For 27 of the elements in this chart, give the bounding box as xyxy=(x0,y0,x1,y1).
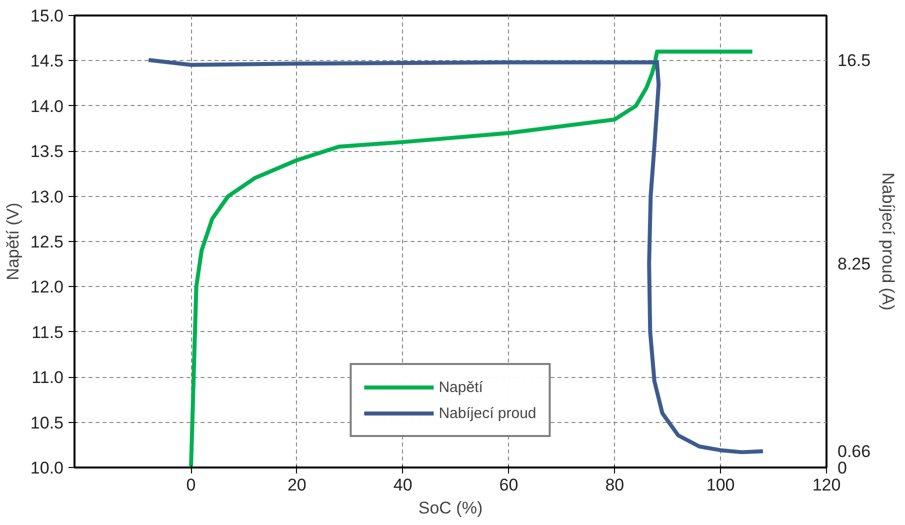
x-tick-label: 60 xyxy=(499,476,518,494)
y2-tick-label: 0.66 xyxy=(838,442,871,462)
y2-axis-title: Nabíjecí proud (A) xyxy=(878,172,898,310)
x-tick-label: 120 xyxy=(812,476,841,494)
legend-label: Nabíjecí proud xyxy=(438,404,536,422)
y2-tick-label: 16.5 xyxy=(838,50,871,70)
y-tick-label: 10.0 xyxy=(30,458,64,478)
x-tick-label: 40 xyxy=(393,476,412,494)
x-tick-label: 80 xyxy=(605,476,624,494)
y-tick-label: 11.5 xyxy=(32,322,64,342)
y2-tick-label: 0 xyxy=(838,458,847,478)
y-tick-label: 13.5 xyxy=(30,142,64,162)
y-tick-label: 10.5 xyxy=(30,413,64,432)
y-tick-label: 15.0 xyxy=(30,6,64,26)
y-tick-label: 12.5 xyxy=(30,232,64,252)
x-tick-label: 0 xyxy=(186,476,196,494)
legend-label: Napětí xyxy=(438,378,483,396)
y-tick-label: 12.0 xyxy=(30,278,64,297)
y-tick-label: 14.5 xyxy=(30,52,64,71)
y-axis-title: Napětí (V) xyxy=(3,202,22,280)
x-tick-label: 100 xyxy=(706,476,735,494)
x-tick-label: 20 xyxy=(287,476,306,494)
y-tick-label: 11.0 xyxy=(32,368,64,388)
y-tick-label: 14.0 xyxy=(30,96,64,116)
x-axis-title: SoC (%) xyxy=(418,498,483,518)
y-tick-label: 13.0 xyxy=(30,187,64,206)
y2-tick-label: 8.25 xyxy=(838,254,871,274)
